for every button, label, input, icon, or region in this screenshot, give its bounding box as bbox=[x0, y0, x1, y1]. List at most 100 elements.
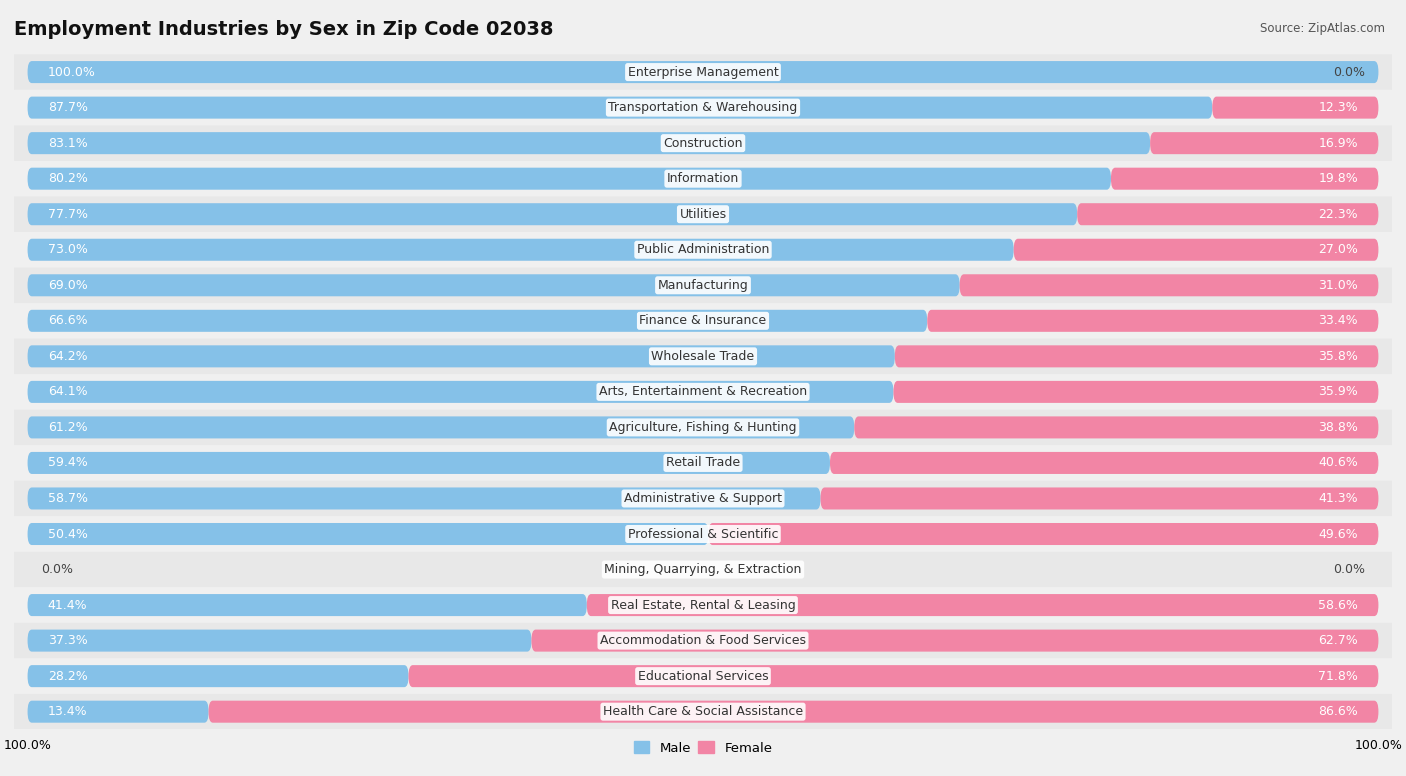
FancyBboxPatch shape bbox=[28, 452, 830, 474]
FancyBboxPatch shape bbox=[28, 168, 1111, 189]
Text: Transportation & Warehousing: Transportation & Warehousing bbox=[609, 101, 797, 114]
Text: Mining, Quarrying, & Extraction: Mining, Quarrying, & Extraction bbox=[605, 563, 801, 576]
FancyBboxPatch shape bbox=[28, 203, 1077, 225]
FancyBboxPatch shape bbox=[28, 381, 893, 403]
FancyBboxPatch shape bbox=[28, 345, 894, 367]
Text: 12.3%: 12.3% bbox=[1319, 101, 1358, 114]
Text: Administrative & Support: Administrative & Support bbox=[624, 492, 782, 505]
FancyBboxPatch shape bbox=[893, 381, 1378, 403]
Text: 49.6%: 49.6% bbox=[1319, 528, 1358, 541]
Text: Agriculture, Fishing & Hunting: Agriculture, Fishing & Hunting bbox=[609, 421, 797, 434]
Text: Construction: Construction bbox=[664, 137, 742, 150]
FancyBboxPatch shape bbox=[709, 523, 1378, 545]
FancyBboxPatch shape bbox=[14, 694, 1392, 729]
FancyBboxPatch shape bbox=[14, 161, 1392, 196]
Text: 69.0%: 69.0% bbox=[48, 279, 87, 292]
Text: 0.0%: 0.0% bbox=[1333, 563, 1365, 576]
Text: 83.1%: 83.1% bbox=[48, 137, 87, 150]
Text: 0.0%: 0.0% bbox=[1333, 66, 1365, 78]
FancyBboxPatch shape bbox=[894, 345, 1378, 367]
Text: 50.4%: 50.4% bbox=[48, 528, 87, 541]
FancyBboxPatch shape bbox=[960, 274, 1378, 296]
Text: Wholesale Trade: Wholesale Trade bbox=[651, 350, 755, 363]
Text: 62.7%: 62.7% bbox=[1319, 634, 1358, 647]
Text: 35.8%: 35.8% bbox=[1319, 350, 1358, 363]
FancyBboxPatch shape bbox=[14, 374, 1392, 410]
FancyBboxPatch shape bbox=[28, 96, 1212, 119]
FancyBboxPatch shape bbox=[28, 629, 531, 652]
Text: 100.0%: 100.0% bbox=[48, 66, 96, 78]
FancyBboxPatch shape bbox=[14, 268, 1392, 303]
FancyBboxPatch shape bbox=[28, 417, 855, 438]
Text: 22.3%: 22.3% bbox=[1319, 208, 1358, 220]
FancyBboxPatch shape bbox=[927, 310, 1378, 332]
Text: 35.9%: 35.9% bbox=[1319, 386, 1358, 398]
Text: Employment Industries by Sex in Zip Code 02038: Employment Industries by Sex in Zip Code… bbox=[14, 20, 554, 39]
Text: Retail Trade: Retail Trade bbox=[666, 456, 740, 469]
Text: 41.3%: 41.3% bbox=[1319, 492, 1358, 505]
Text: Information: Information bbox=[666, 172, 740, 185]
FancyBboxPatch shape bbox=[14, 54, 1392, 90]
FancyBboxPatch shape bbox=[830, 452, 1378, 474]
FancyBboxPatch shape bbox=[855, 417, 1378, 438]
FancyBboxPatch shape bbox=[14, 516, 1392, 552]
FancyBboxPatch shape bbox=[28, 274, 960, 296]
Text: Health Care & Social Assistance: Health Care & Social Assistance bbox=[603, 705, 803, 718]
Text: 77.7%: 77.7% bbox=[48, 208, 87, 220]
FancyBboxPatch shape bbox=[28, 523, 709, 545]
Text: 41.4%: 41.4% bbox=[48, 598, 87, 611]
FancyBboxPatch shape bbox=[14, 410, 1392, 445]
Text: Professional & Scientific: Professional & Scientific bbox=[627, 528, 779, 541]
Text: 64.2%: 64.2% bbox=[48, 350, 87, 363]
FancyBboxPatch shape bbox=[14, 658, 1392, 694]
Text: 16.9%: 16.9% bbox=[1319, 137, 1358, 150]
FancyBboxPatch shape bbox=[1077, 203, 1378, 225]
FancyBboxPatch shape bbox=[14, 196, 1392, 232]
FancyBboxPatch shape bbox=[14, 587, 1392, 623]
FancyBboxPatch shape bbox=[821, 487, 1378, 510]
Text: 61.2%: 61.2% bbox=[48, 421, 87, 434]
FancyBboxPatch shape bbox=[28, 310, 927, 332]
FancyBboxPatch shape bbox=[14, 303, 1392, 338]
FancyBboxPatch shape bbox=[1111, 168, 1378, 189]
Text: 40.6%: 40.6% bbox=[1319, 456, 1358, 469]
Text: 27.0%: 27.0% bbox=[1319, 243, 1358, 256]
FancyBboxPatch shape bbox=[28, 594, 586, 616]
Text: Utilities: Utilities bbox=[679, 208, 727, 220]
Text: Enterprise Management: Enterprise Management bbox=[627, 66, 779, 78]
FancyBboxPatch shape bbox=[14, 552, 1392, 587]
Text: 38.8%: 38.8% bbox=[1319, 421, 1358, 434]
Text: Accommodation & Food Services: Accommodation & Food Services bbox=[600, 634, 806, 647]
FancyBboxPatch shape bbox=[1014, 239, 1378, 261]
Text: 0.0%: 0.0% bbox=[41, 563, 73, 576]
FancyBboxPatch shape bbox=[14, 623, 1392, 658]
FancyBboxPatch shape bbox=[1212, 96, 1378, 119]
FancyBboxPatch shape bbox=[28, 239, 1014, 261]
Text: 37.3%: 37.3% bbox=[48, 634, 87, 647]
FancyBboxPatch shape bbox=[14, 232, 1392, 268]
FancyBboxPatch shape bbox=[1150, 132, 1378, 154]
Text: 13.4%: 13.4% bbox=[48, 705, 87, 718]
FancyBboxPatch shape bbox=[586, 594, 1378, 616]
Text: Finance & Insurance: Finance & Insurance bbox=[640, 314, 766, 327]
FancyBboxPatch shape bbox=[28, 701, 208, 722]
FancyBboxPatch shape bbox=[14, 338, 1392, 374]
Text: Educational Services: Educational Services bbox=[638, 670, 768, 683]
FancyBboxPatch shape bbox=[14, 445, 1392, 480]
FancyBboxPatch shape bbox=[208, 701, 1378, 722]
FancyBboxPatch shape bbox=[14, 126, 1392, 161]
FancyBboxPatch shape bbox=[531, 629, 1378, 652]
Text: 33.4%: 33.4% bbox=[1319, 314, 1358, 327]
Text: 87.7%: 87.7% bbox=[48, 101, 87, 114]
Text: 28.2%: 28.2% bbox=[48, 670, 87, 683]
Text: 31.0%: 31.0% bbox=[1319, 279, 1358, 292]
FancyBboxPatch shape bbox=[28, 132, 1150, 154]
Text: 71.8%: 71.8% bbox=[1319, 670, 1358, 683]
Text: Public Administration: Public Administration bbox=[637, 243, 769, 256]
Text: Source: ZipAtlas.com: Source: ZipAtlas.com bbox=[1260, 22, 1385, 35]
FancyBboxPatch shape bbox=[14, 480, 1392, 516]
FancyBboxPatch shape bbox=[28, 487, 821, 510]
Text: 59.4%: 59.4% bbox=[48, 456, 87, 469]
Text: 86.6%: 86.6% bbox=[1319, 705, 1358, 718]
Text: 80.2%: 80.2% bbox=[48, 172, 87, 185]
